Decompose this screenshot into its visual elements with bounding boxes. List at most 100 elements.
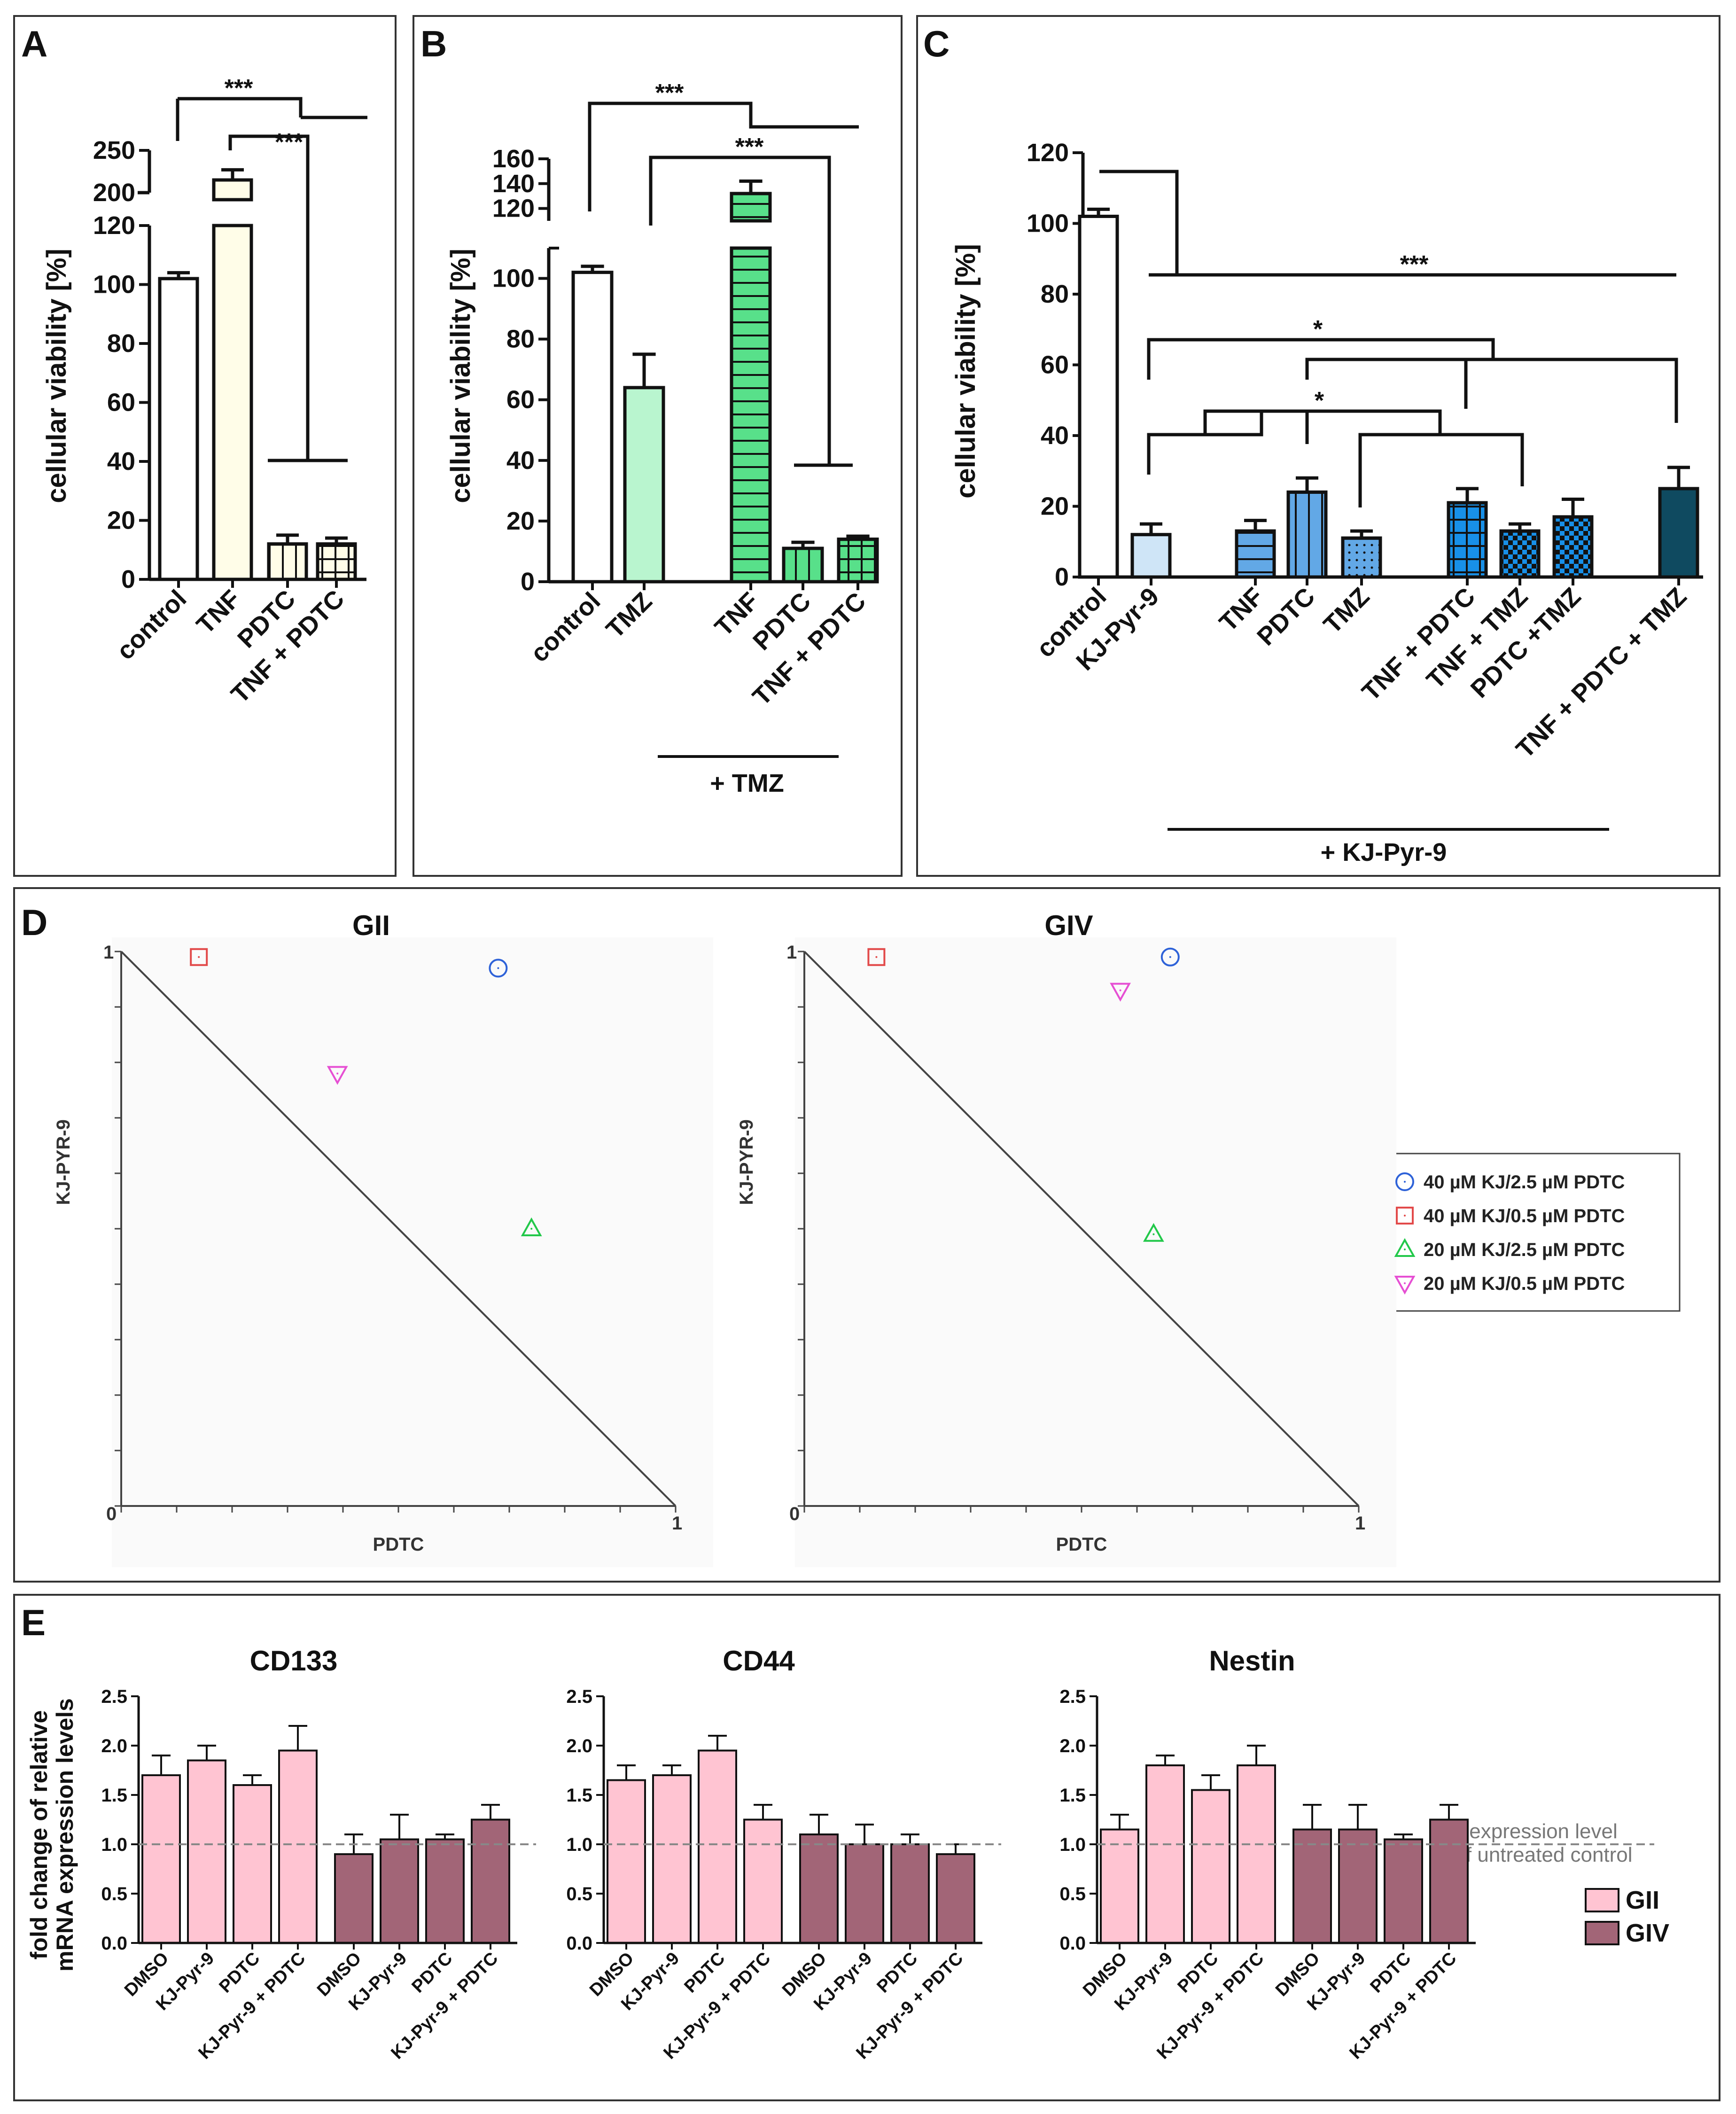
chart-b: cellular viability [%] *** *** + TMZ 0 20… [445, 79, 879, 797]
chart-e2-title: CD44 [723, 1645, 795, 1677]
chart-c-sig-1: *** [1400, 251, 1429, 278]
chart-e-ylabel-line2: mRNA expression levels [52, 1698, 78, 1972]
chart-e-reference-note-1: expression level [1469, 1820, 1618, 1843]
chart-c-ytick-label: 40 [1041, 421, 1069, 450]
chart-c-ytick-label: 120 [1027, 139, 1069, 167]
chart-d1-y1-label: 1 [103, 942, 114, 963]
chart-a-ytick-label: 0 [121, 565, 135, 593]
chart-d2-point-1-center [875, 956, 878, 958]
chart-e-legend-giv: GIV [1626, 1919, 1669, 1947]
chart-e3-bar-6 [1384, 1838, 1423, 1944]
chart-e: fold change of relative mRNA expression … [26, 1645, 1669, 2063]
chart-e3-bar-1 [1145, 1764, 1185, 1944]
chart-e3-bar-4 [1292, 1828, 1332, 1944]
chart-d1-point-0-center [497, 967, 499, 969]
chart-a-ytick-label: 60 [107, 389, 135, 417]
chart-a-ytick-label: 100 [93, 271, 135, 299]
chart-b-ytick-label: 80 [506, 325, 535, 353]
chart-d-legend-marker-2-center [1404, 1248, 1406, 1250]
chart-b-brackets [588, 101, 859, 467]
chart-d-legend-marker-3 [1394, 1276, 1416, 1295]
panel-c-frame [916, 15, 1720, 877]
chart-e2-bar-4 [799, 1833, 839, 1944]
chart-e-legend-gii: GII [1626, 1886, 1659, 1914]
chart-c-ytick-label: 0 [1055, 563, 1069, 591]
chart-e3-ytick-label: 0.5 [1059, 1884, 1086, 1904]
panel-label-c: C [923, 23, 950, 64]
chart-e3-ytick-label: 2.0 [1059, 1736, 1086, 1756]
chart-d-legend-label-2: 20 µM KJ/2.5 µM PDTC [1424, 1240, 1625, 1260]
chart-e2-bar-3 [743, 1818, 783, 1944]
chart-e1-bar-7 [471, 1818, 510, 1944]
chart-d2-point-0 [1160, 947, 1180, 967]
chart-e1-ytick-label: 0.0 [101, 1933, 127, 1954]
chart-b-ytick-label: 100 [492, 265, 535, 293]
chart-a-bracket-1 [176, 97, 367, 141]
chart-c-bar-0 [1078, 214, 1119, 579]
chart-e1-bar-4 [334, 1853, 374, 1944]
chart-d-legend-marker-3-center [1404, 1282, 1406, 1284]
chart-c-ylabel: cellular viability [%] [950, 244, 981, 499]
chart-d2-y1-label: 1 [786, 942, 797, 963]
chart-d1-point-1-center [198, 956, 200, 958]
panel-label-a: A [21, 23, 47, 64]
chart-d2-point-2 [1143, 1223, 1164, 1242]
chart-b-ytick-label: 40 [506, 446, 535, 475]
chart-d-legend-label-0: 40 µM KJ/2.5 µM PDTC [1424, 1172, 1625, 1193]
chart-b-category-label: control [525, 587, 606, 668]
chart-d2-point-3-center [1119, 989, 1121, 991]
chart-e-legend-swatch-giv [1585, 1921, 1619, 1945]
chart-d-legend-marker-2 [1394, 1238, 1416, 1257]
panel-label-d: D [21, 902, 47, 943]
chart-d2-additivity-line [803, 951, 1360, 1507]
chart-a-bracket-2 [228, 134, 348, 462]
chart-c-ytick-label: 20 [1041, 492, 1069, 521]
chart-e3-bar-3 [1237, 1764, 1276, 1944]
chart-d1-additivity-line [120, 951, 677, 1507]
chart-a-ytick-upper-label: 200 [93, 179, 135, 207]
chart-c-bar-4-pattern [1341, 536, 1382, 579]
chart-b-group-label: + TMZ [710, 769, 784, 797]
chart-c-bar-3-pattern [1286, 490, 1328, 579]
chart-e2-bar-1 [652, 1774, 692, 1944]
chart-d2-point-0-center [1169, 956, 1171, 958]
chart-e1-bar-5 [380, 1838, 419, 1944]
chart-a-ytick-upper-label: 250 [93, 136, 135, 164]
chart-a-bar-2-pattern [267, 542, 308, 581]
chart-d1-point-1 [190, 948, 208, 966]
chart-d2-xlabel: PDTC [1056, 1534, 1107, 1555]
chart-b-ytick-label: 20 [506, 507, 535, 535]
chart-e3-bar-0 [1100, 1828, 1139, 1944]
chart-a-bar-1 [212, 224, 253, 581]
chart-e1-bar-2 [233, 1784, 272, 1944]
chart-a-sig-2: *** [275, 129, 304, 156]
chart-d1-point-2 [521, 1217, 542, 1236]
chart-c-bar-5-pattern [1447, 501, 1488, 579]
chart-e2-ytick-label: 0.5 [566, 1884, 592, 1904]
chart-e3-ytick-label: 2.5 [1059, 1686, 1086, 1707]
chart-e3-ytick-label: 1.0 [1059, 1834, 1086, 1855]
chart-d2-title: GIV [1044, 910, 1093, 941]
chart-e-reference-note-2: of untreated control [1454, 1843, 1632, 1866]
chart-d2-point-1 [867, 948, 886, 966]
chart-e2-bar-5 [845, 1843, 884, 1944]
chart-e1-ytick-label: 1.5 [101, 1785, 127, 1806]
chart-e1-title: CD133 [250, 1645, 338, 1677]
chart-e3-bar-2 [1191, 1789, 1230, 1944]
chart-d1-origin-label: 0 [106, 1504, 117, 1524]
chart-a-ytick-label: 80 [107, 329, 135, 358]
chart-b-bar-2-upper-pattern [730, 192, 772, 223]
chart-d1-point-0 [489, 959, 508, 978]
chart-d1-point-3-center [336, 1072, 339, 1075]
chart-e2-ytick-label: 2.0 [566, 1736, 592, 1756]
chart-b-ytick-upper-label: 160 [492, 145, 535, 173]
chart-e1-ytick-label: 1.0 [101, 1834, 127, 1855]
chart-e3-bar-5 [1338, 1828, 1378, 1944]
panel-a-frame [13, 15, 397, 877]
chart-e3-bar-7 [1429, 1818, 1469, 1944]
chart-e3-ytick-label: 0.0 [1059, 1933, 1086, 1954]
chart-a-bar-0 [158, 277, 199, 581]
chart-d2-origin-label: 0 [789, 1504, 800, 1524]
chart-e-legend-swatch-gii [1585, 1888, 1619, 1912]
